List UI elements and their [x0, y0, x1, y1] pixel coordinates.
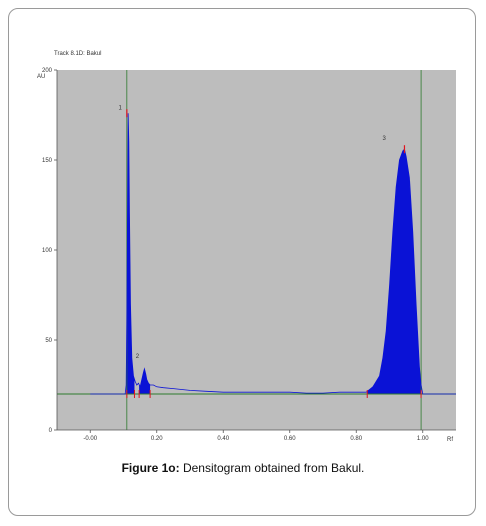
- figure-caption: Figure 1o: Densitogram obtained from Bak…: [0, 461, 486, 475]
- figure-label: Figure 1o:: [121, 461, 180, 475]
- y-tick-label-5: 200: [42, 68, 53, 74]
- plot-contents: 1 2 3: [57, 70, 456, 430]
- x-tick-label-5: 0.80: [350, 436, 362, 442]
- peak-label-3: 3: [383, 136, 387, 142]
- axes: 0 50 100 150 200 -0.00 0.20 0.40 0.60 0.80 1.00: [42, 68, 456, 442]
- x-tick-label-6: 1.00: [417, 436, 429, 442]
- y-tick-label-1: 0: [49, 428, 53, 434]
- y-tick-label-3: 100: [42, 248, 53, 254]
- y-axis-label: AU: [37, 74, 45, 80]
- y-tick-label-4: 150: [42, 158, 53, 164]
- x-tick-label-3: 0.40: [217, 436, 229, 442]
- x-tick-label-4: 0.60: [284, 436, 296, 442]
- chart-title: Track 8.1D: Bakul: [54, 51, 101, 57]
- peak-label-1: 1: [119, 106, 123, 112]
- y-tick-label-2: 50: [45, 338, 52, 344]
- figure-caption-text: Densitogram obtained from Bakul.: [182, 461, 365, 475]
- peak-fill-1: [126, 116, 135, 395]
- x-tick-label-2: 0.20: [151, 436, 163, 442]
- densitogram-trace: [90, 113, 456, 395]
- peak-label-2: 2: [136, 354, 140, 360]
- peak-fill-3: [367, 150, 422, 394]
- peak-fill-2: [139, 369, 151, 394]
- x-axis-label: Rf: [447, 437, 453, 443]
- x-tick-label-1: -0.00: [83, 436, 97, 442]
